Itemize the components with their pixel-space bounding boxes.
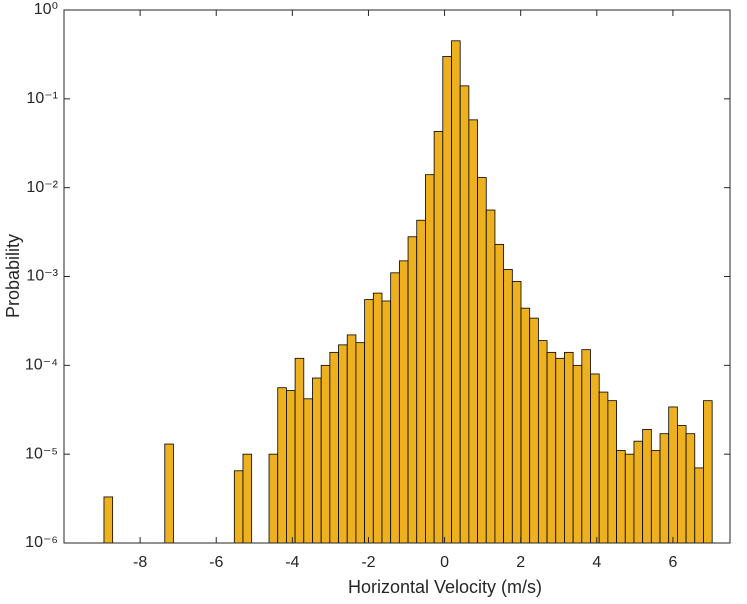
bar bbox=[607, 400, 617, 544]
bar bbox=[433, 130, 444, 544]
y-tick-label: 10⁻⁵ bbox=[25, 445, 58, 462]
bar bbox=[564, 351, 574, 544]
bar bbox=[494, 243, 505, 544]
bar bbox=[381, 300, 392, 544]
x-tick-label: -6 bbox=[209, 554, 223, 571]
bar bbox=[694, 467, 704, 544]
bar bbox=[546, 351, 557, 544]
bar bbox=[529, 317, 539, 544]
bar bbox=[703, 400, 713, 544]
bar bbox=[372, 292, 383, 544]
bar bbox=[520, 307, 531, 544]
bar bbox=[425, 174, 435, 544]
bar bbox=[442, 56, 452, 544]
bar bbox=[398, 260, 409, 544]
y-tick-label: 10⁻⁴ bbox=[25, 357, 58, 374]
bar bbox=[164, 443, 174, 544]
bar bbox=[468, 119, 478, 544]
bar bbox=[581, 349, 591, 544]
bar bbox=[312, 377, 322, 544]
bar bbox=[685, 433, 696, 544]
x-tick-label: 0 bbox=[440, 554, 449, 571]
bar bbox=[459, 85, 470, 544]
bar bbox=[329, 351, 339, 544]
bar bbox=[268, 453, 279, 544]
bar bbox=[598, 391, 609, 544]
bar bbox=[642, 429, 652, 544]
bar bbox=[650, 450, 661, 544]
bar bbox=[659, 433, 670, 544]
y-tick-label: 10⁻³ bbox=[26, 268, 58, 285]
bar bbox=[511, 281, 522, 544]
bar bbox=[451, 40, 461, 544]
bar bbox=[294, 357, 305, 544]
bar bbox=[503, 269, 513, 544]
bar bbox=[233, 470, 244, 544]
bar bbox=[390, 272, 400, 544]
bar bbox=[103, 496, 114, 544]
x-tick-label: 6 bbox=[668, 554, 677, 571]
bar bbox=[572, 364, 583, 544]
bar bbox=[676, 425, 687, 544]
x-tick-label: -4 bbox=[285, 554, 299, 571]
y-tick-label: 10⁻¹ bbox=[26, 90, 58, 107]
bar bbox=[338, 344, 348, 544]
bar bbox=[364, 299, 374, 544]
x-axis-label: Horizontal Velocity (m/s) bbox=[348, 577, 542, 597]
bar bbox=[485, 209, 496, 544]
bar bbox=[537, 340, 548, 544]
bar bbox=[633, 440, 644, 544]
bar bbox=[355, 342, 366, 544]
bar bbox=[286, 390, 296, 544]
x-tick-label: 4 bbox=[592, 554, 601, 571]
y-axis-label: Probability bbox=[3, 234, 23, 318]
bar bbox=[277, 387, 287, 544]
y-tick-label: 10⁻² bbox=[26, 179, 58, 196]
x-tick-label: -8 bbox=[133, 554, 147, 571]
y-tick-label: 10⁰ bbox=[34, 1, 58, 18]
bar bbox=[590, 373, 600, 544]
bar bbox=[407, 236, 418, 544]
bar bbox=[477, 177, 487, 544]
y-tick-label: 10⁻⁶ bbox=[25, 534, 58, 551]
bar bbox=[555, 357, 565, 544]
bar bbox=[242, 453, 253, 544]
bar bbox=[624, 453, 635, 544]
bar bbox=[346, 334, 357, 544]
bar bbox=[668, 406, 678, 544]
bar bbox=[303, 398, 313, 544]
bar bbox=[320, 364, 331, 544]
bar bbox=[416, 219, 426, 544]
x-tick-label: 2 bbox=[516, 554, 525, 571]
bar bbox=[616, 450, 626, 544]
x-tick-label: -2 bbox=[361, 554, 375, 571]
